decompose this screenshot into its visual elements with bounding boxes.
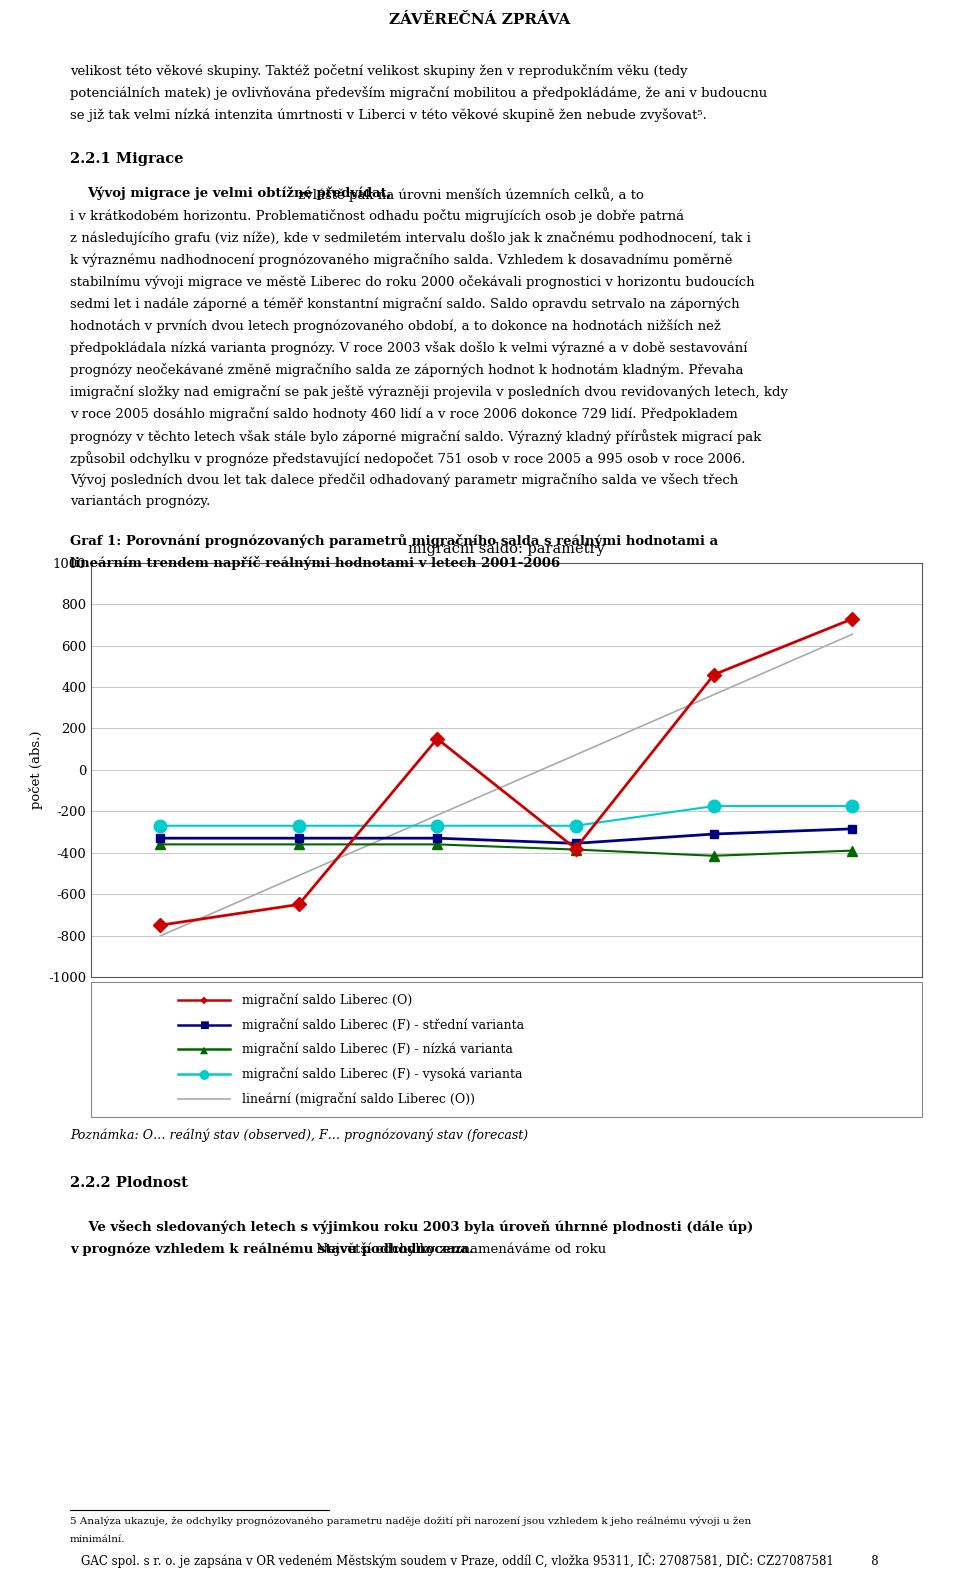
Text: Graf 1: Porovnání prognózovaných parametrů migračního salda s reálnými hodnotami: Graf 1: Porovnání prognózovaných paramet… [70,534,718,548]
Text: sedmi let i nadále záporné a téměř konstantní migrační saldo. Saldo opravdu setr: sedmi let i nadále záporné a téměř konst… [70,296,740,311]
Text: ◆: ◆ [200,996,208,1005]
Text: předpokládala nízká varianta prognózy. V roce 2003 však došlo k velmi výrazné a : předpokládala nízká varianta prognózy. V… [70,341,748,355]
Text: z následujícího grafu (viz níže), kde v sedmiletém intervalu došlo jak k značném: z následujícího grafu (viz níže), kde v … [70,231,751,245]
Text: v prognóze vzhledem k reálnému stavu podhodnocena.: v prognóze vzhledem k reálnému stavu pod… [70,1243,473,1255]
Text: migrační saldo Liberec (F) - vysoká varianta: migrační saldo Liberec (F) - vysoká vari… [242,1067,522,1082]
Text: variantách prognózy.: variantách prognózy. [70,494,210,508]
Text: migrační saldo Liberec (F) - nízká varianta: migrační saldo Liberec (F) - nízká varia… [242,1042,513,1056]
Text: Poznámka: O… reálný stav (observed), F… prognózovaný stav (forecast): Poznámka: O… reálný stav (observed), F… … [70,1128,528,1142]
Text: Vývoj posledních dvou let tak dalece předčil odhadovaný parametr migračního sald: Vývoj posledních dvou let tak dalece pře… [70,473,738,486]
Text: Největší odchylky zaznamenáváme od roku: Největší odchylky zaznamenáváme od roku [313,1243,607,1257]
Text: Ve všech sledovaných letech s výjimkou roku 2003 byla úroveň úhrnné plodnosti (d: Ve všech sledovaných letech s výjimkou r… [70,1220,754,1235]
Text: zvláště pak na úrovni menších územních celků, a to: zvláště pak na úrovni menších územních c… [294,186,644,202]
Text: hodnotách v prvních dvou letech prognózovaného období, a to dokonce na hodnotách: hodnotách v prvních dvou letech prognózo… [70,319,721,333]
Text: potenciálních matek) je ovlivňována především migrační mobilitou a předpokládáme: potenciálních matek) je ovlivňována před… [70,86,767,100]
Text: k výraznému nadhodnocení prognózovaného migračního salda. Vzhledem k dosavadnímu: k výraznému nadhodnocení prognózovaného … [70,253,732,266]
Y-axis label: počet (abs.): počet (abs.) [29,731,42,809]
Text: migrační saldo Liberec (O): migrační saldo Liberec (O) [242,992,412,1007]
Text: v roce 2005 dosáhlo migrační saldo hodnoty 460 lidí a v roce 2006 dokonce 729 li: v roce 2005 dosáhlo migrační saldo hodno… [70,406,738,421]
Title: migrační saldo: parametry: migrační saldo: parametry [408,542,605,556]
Text: Vývoj migrace je velmi obtížné předvídat,: Vývoj migrace je velmi obtížné předvídat… [87,186,392,201]
Text: imigrační složky nad emigrační se pak ještě výrazněji projevila v posledních dvo: imigrační složky nad emigrační se pak je… [70,384,788,398]
Text: GAC spol. s r. o. je zapsána v OR vedeném Městským soudem v Praze, oddíl C, vlož: GAC spol. s r. o. je zapsána v OR vedené… [82,1552,878,1568]
Text: ▲: ▲ [200,1045,208,1055]
Text: stabilnímu vývoji migrace ve městě Liberec do roku 2000 očekávali prognostici v : stabilnímu vývoji migrace ve městě Liber… [70,274,755,288]
Text: prognózy v těchto letech však stále bylo záporné migrační saldo. Výrazný kladný : prognózy v těchto letech však stále bylo… [70,429,761,443]
Text: ZÁVĚREČNÁ ZPRÁVA: ZÁVĚREČNÁ ZPRÁVA [390,13,570,27]
Text: velikost této věkové skupiny. Taktéž početní velikost skupiny žen v reprodukčním: velikost této věkové skupiny. Taktéž poč… [70,64,687,78]
Text: minimální.: minimální. [70,1536,126,1545]
Text: ●: ● [199,1067,209,1080]
Text: prognózy neočekávané změně migračního salda ze záporných hodnot k hodnotám kladn: prognózy neočekávané změně migračního sa… [70,363,744,376]
Text: způsobil odchylku v prognóze představující nedopočet 751 osob v roce 2005 a 995 : způsobil odchylku v prognóze představují… [70,451,746,465]
Text: se již tak velmi nízká intenzita úmrtnosti v Liberci v této věkové skupině žen n: se již tak velmi nízká intenzita úmrtnos… [70,108,707,121]
Text: lineární (migrační saldo Liberec (O)): lineární (migrační saldo Liberec (O)) [242,1091,475,1106]
Text: 2.2.1 Migrace: 2.2.1 Migrace [70,151,183,166]
Text: migrační saldo Liberec (F) - střední varianta: migrační saldo Liberec (F) - střední var… [242,1018,524,1032]
Text: lineárním trendem napříč reálnými hodnotami v letech 2001-2006: lineárním trendem napříč reálnými hodnot… [70,556,561,570]
Text: 2.2.2 Plodnost: 2.2.2 Plodnost [70,1177,188,1190]
Text: ■: ■ [199,1020,209,1029]
Text: i v krátkodobém horizontu. Problematičnost odhadu počtu migrujících osob je dobř: i v krátkodobém horizontu. Problematično… [70,209,684,223]
Text: 5 Analýza ukazuje, že odchylky prognózovaného parametru naděje dožití při naroze: 5 Analýza ukazuje, že odchylky prognózov… [70,1517,752,1526]
